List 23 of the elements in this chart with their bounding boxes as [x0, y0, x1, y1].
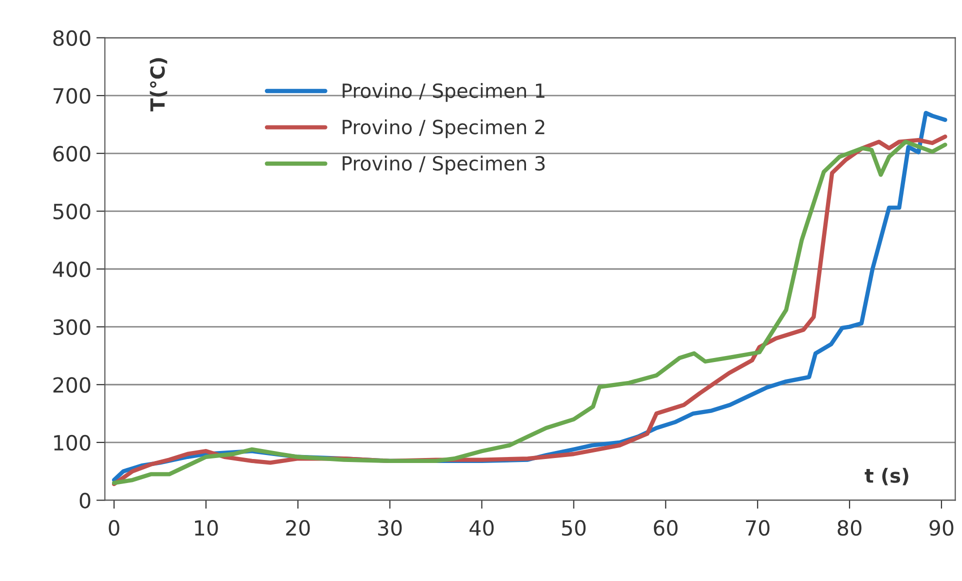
y-tick-label: 500	[54, 204, 90, 220]
x-tick-label: 10	[195, 520, 218, 536]
x-tick-label: 0	[108, 520, 120, 536]
x-tick-label: 20	[286, 520, 310, 536]
x-tick-label: 50	[562, 520, 586, 536]
x-tick-label: 80	[838, 520, 862, 536]
x-tick-label: 40	[470, 520, 494, 536]
x-tick-label: 60	[654, 520, 678, 536]
legend-label: Provino / Specimen 3	[342, 156, 545, 174]
y-tick-label: 100	[54, 434, 90, 451]
x-axis-title: t (s)	[864, 468, 908, 486]
y-tick-label: 200	[53, 377, 90, 393]
y-tick-label: 800	[53, 30, 90, 46]
x-tick-label: 90	[930, 520, 954, 536]
y-axis-title: T(°C)	[150, 58, 168, 112]
x-tick-label: 30	[378, 520, 402, 536]
y-tick-label: 0	[80, 492, 90, 508]
y-tick-label: 300	[53, 319, 90, 336]
legend-label: Provino / Specimen 2	[342, 119, 544, 138]
y-tick-label: 400	[52, 261, 90, 278]
y-tick-label: 600	[53, 146, 90, 162]
y-tick-label: 700	[54, 88, 90, 104]
x-tick-label: 70	[746, 520, 770, 536]
